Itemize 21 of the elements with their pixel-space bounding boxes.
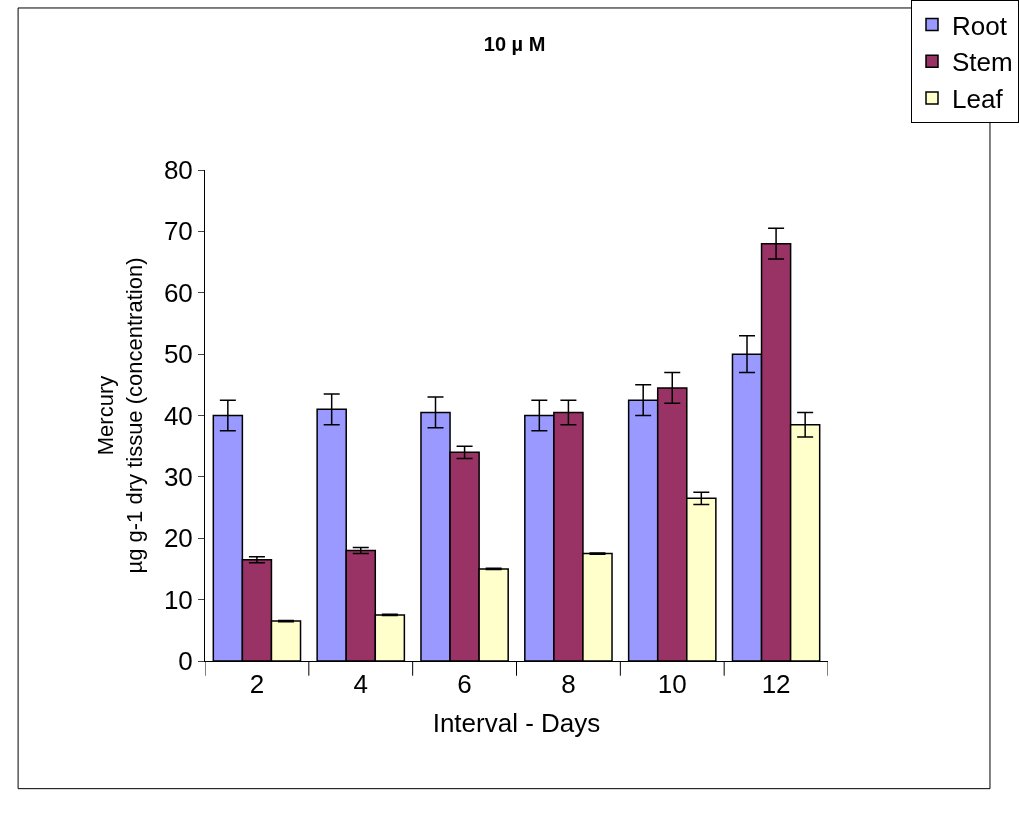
y-axis-title: Mercury µg g-1 dry tissue (concentration) xyxy=(93,257,147,574)
x-tick-label: 8 xyxy=(561,669,576,700)
y-tick-label: 50 xyxy=(163,339,193,370)
legend-label: Stem xyxy=(952,47,1013,78)
x-tick-label: 10 xyxy=(657,669,687,700)
y-tick-label: 20 xyxy=(163,523,193,554)
legend-label: Root xyxy=(952,10,1008,41)
y-tick-label: 40 xyxy=(163,400,193,431)
y-tick-label: 10 xyxy=(163,584,193,615)
y-tick-label: 60 xyxy=(163,277,193,308)
x-tick-label: 4 xyxy=(353,669,368,700)
y-tick-label: 80 xyxy=(163,155,193,186)
y-tick-label: 30 xyxy=(163,461,193,492)
y-tick-label: 0 xyxy=(178,646,193,677)
x-tick-label: 2 xyxy=(249,669,265,700)
x-axis-title: Interval - Days xyxy=(432,707,601,738)
chart-title: 10 µ M xyxy=(483,33,546,56)
y-tick-label: 70 xyxy=(163,216,193,247)
x-tick-label: 6 xyxy=(457,669,472,700)
legend-label: Leaf xyxy=(952,84,1004,115)
x-tick-label: 12 xyxy=(761,669,791,700)
